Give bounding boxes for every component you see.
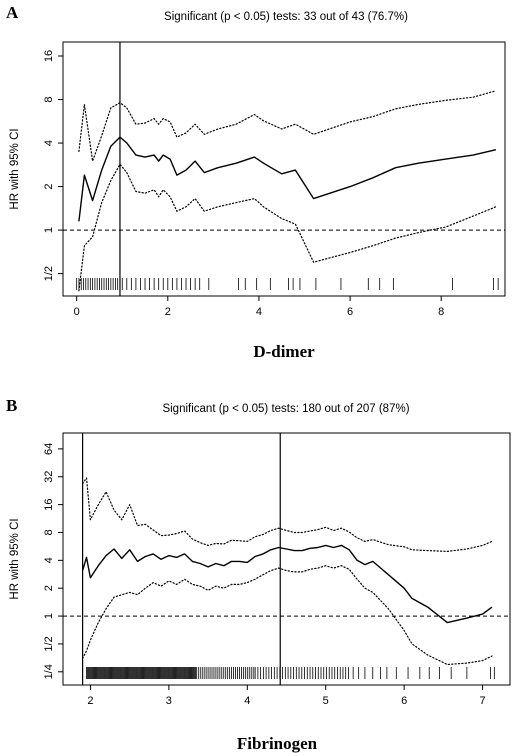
series-upper-95ci — [82, 477, 493, 552]
panel-a-subtitle: Significant (p < 0.05) tests: 33 out of … — [164, 11, 408, 23]
panel-a-letter: A — [6, 3, 19, 22]
y-tick-label: 32 — [43, 471, 55, 483]
panel-b-y-axis-title: HR with 95% CI — [9, 518, 21, 599]
panel-b-x-axis: 2 3 4 5 6 7 — [87, 685, 486, 707]
y-tick-label: 16 — [43, 50, 55, 62]
y-tick-label: 1/2 — [43, 636, 55, 651]
y-tick-label: 1 — [43, 227, 55, 233]
y-tick-label: 1/4 — [43, 664, 55, 679]
panel-a-chart: A Significant (p < 0.05) tests: 33 out o… — [6, 3, 506, 361]
x-tick-label: 6 — [347, 306, 353, 318]
x-tick-label: 6 — [401, 695, 407, 707]
series-estimate — [81, 544, 493, 624]
panel-b-vertical-lines — [82, 433, 281, 685]
y-tick-label: 64 — [43, 443, 55, 455]
panel-b-x-axis-title: Fibrinogen — [237, 734, 318, 753]
y-tick-label: 4 — [43, 140, 55, 146]
panel-a-x-axis: 0 2 4 6 8 — [74, 296, 444, 318]
panel-a-y-axis-title: HR with 95% CI — [9, 128, 21, 209]
panel-b-y-axis: 1/4 1/2 1 2 4 8 16 32 64 — [43, 443, 63, 679]
panel-a-y-axis: 1/2 1 2 4 8 16 — [43, 50, 63, 281]
panel-b-series — [81, 477, 493, 666]
y-tick-label: 8 — [43, 96, 55, 102]
y-tick-label: 2 — [43, 184, 55, 190]
panel-b-chart: B Significant (p < 0.05) tests: 180 out … — [6, 396, 511, 753]
panel-a-plot-frame — [62, 41, 506, 297]
panel-b-plot-frame — [62, 432, 511, 686]
y-tick-label: 8 — [43, 529, 55, 535]
x-tick-label: 4 — [244, 695, 250, 707]
series-lower-95ci — [78, 163, 497, 292]
panel-b-rug — [86, 667, 495, 679]
x-tick-label: 2 — [87, 695, 93, 707]
series-lower-95ci — [82, 565, 493, 666]
x-tick-label: 3 — [166, 695, 172, 707]
series-upper-95ci — [78, 90, 497, 162]
y-tick-label: 1 — [43, 613, 55, 619]
y-tick-label: 16 — [43, 498, 55, 510]
y-tick-label: 2 — [43, 585, 55, 591]
panel-b-letter: B — [6, 396, 17, 415]
x-tick-label: 2 — [165, 306, 171, 318]
series-estimate — [78, 136, 497, 222]
x-tick-label: 7 — [479, 695, 485, 707]
panel-a-series — [78, 90, 497, 292]
panel-a-x-axis-title: D-dimer — [253, 342, 315, 361]
panel-a-rug — [76, 278, 499, 290]
panel-b-subtitle: Significant (p < 0.05) tests: 180 out of… — [162, 403, 409, 415]
x-tick-label: 4 — [256, 306, 262, 318]
x-tick-label: 5 — [323, 695, 329, 707]
x-tick-label: 8 — [438, 306, 444, 318]
x-tick-label: 0 — [74, 306, 80, 318]
y-tick-label: 1/2 — [43, 266, 55, 281]
y-tick-label: 4 — [43, 557, 55, 563]
